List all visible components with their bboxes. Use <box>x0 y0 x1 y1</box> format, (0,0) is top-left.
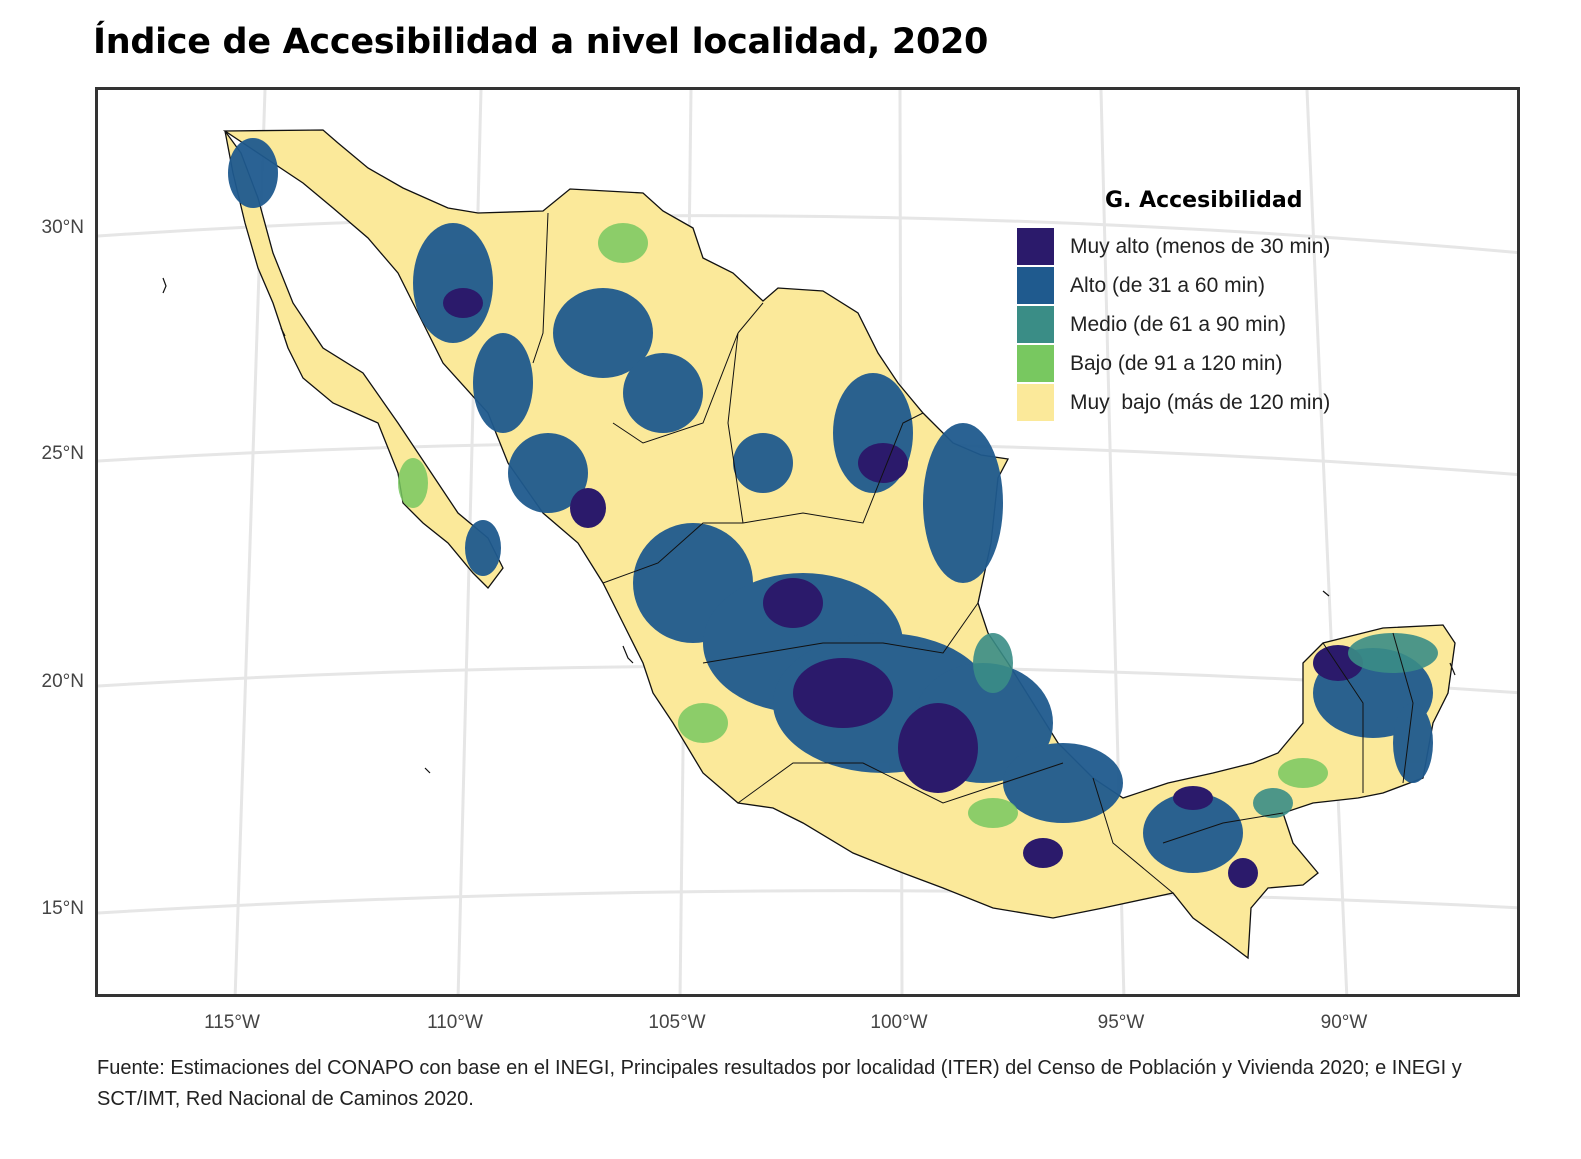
legend-swatch <box>1017 345 1054 382</box>
map-title: Índice de Accesibilidad a nivel localida… <box>93 22 989 62</box>
y-tick-15n: 15°N <box>41 898 84 919</box>
x-tick-105w: 105°W <box>648 1012 706 1033</box>
mexico-map <box>98 90 1517 994</box>
legend-label: Muy alto (menos de 30 min) <box>1070 234 1331 258</box>
legend-label: Medio (de 61 a 90 min) <box>1070 312 1286 336</box>
legend-swatch <box>1017 228 1054 265</box>
legend: G. Accesibilidad Muy alto (menos de 30 m… <box>1017 188 1437 422</box>
legend-item-alto: Alto (de 31 a 60 min) <box>1017 266 1437 305</box>
x-tick-115w: 115°W <box>204 1012 260 1033</box>
graticule-lat-15 <box>98 889 1517 915</box>
zones-medio <box>973 633 1438 818</box>
legend-title: G. Accesibilidad <box>1105 188 1303 213</box>
source-note: Fuente: Estimaciones del CONAPO con base… <box>97 1057 1462 1110</box>
graticule-lat-30 <box>98 214 1517 254</box>
legend-swatch <box>1017 384 1054 421</box>
y-tick-20n: 20°N <box>41 671 84 692</box>
legend-label: Alto (de 31 a 60 min) <box>1070 273 1265 297</box>
zones-bajo <box>398 223 1328 828</box>
x-tick-110w: 110°W <box>427 1012 483 1033</box>
y-tick-25n: 25°N <box>41 443 84 464</box>
islands <box>162 277 1456 774</box>
zones-muy-alto <box>443 288 1363 888</box>
x-tick-95w: 95°W <box>1097 1012 1145 1033</box>
y-tick-30n: 30°N <box>41 217 84 238</box>
legend-swatch <box>1017 306 1054 343</box>
legend-item-bajo: Bajo (de 91 a 120 min) <box>1017 344 1437 383</box>
legend-label: Bajo (de 91 a 120 min) <box>1070 351 1283 375</box>
graticule-lon-90 <box>1305 90 1349 994</box>
legend-item-muy-alto: Muy alto (menos de 30 min) <box>1017 227 1437 266</box>
legend-item-medio: Medio (de 61 a 90 min) <box>1017 305 1437 344</box>
map-panel <box>95 87 1520 997</box>
state-borders <box>532 212 1414 894</box>
legend-swatch <box>1017 267 1054 304</box>
legend-label: Muy bajo (más de 120 min) <box>1070 390 1331 414</box>
x-tick-100w: 100°W <box>870 1012 928 1033</box>
legend-item-muy-bajo: Muy bajo (más de 120 min) <box>1017 383 1437 422</box>
x-tick-90w: 90°W <box>1320 1012 1368 1033</box>
